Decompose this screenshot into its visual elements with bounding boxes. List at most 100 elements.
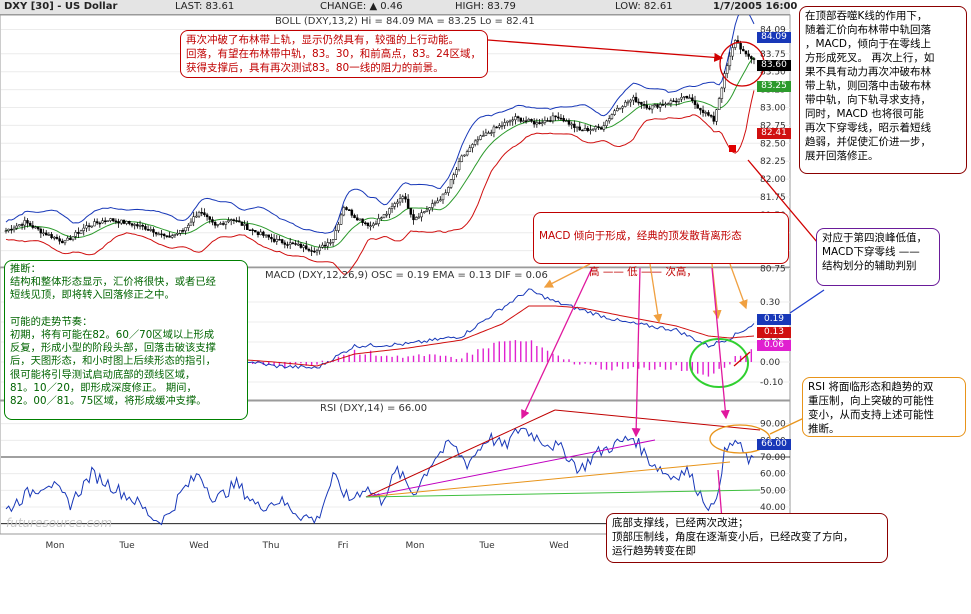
candle-body [347, 209, 351, 211]
candle-body [414, 217, 418, 221]
candle-body [412, 214, 415, 221]
candle-body [189, 221, 193, 226]
candle-body [213, 222, 217, 226]
candle-body [393, 203, 396, 207]
candle-body [747, 53, 750, 57]
rsi-tick-label: 40.00 [760, 503, 786, 513]
candle-body [369, 225, 372, 227]
arrow-now [729, 263, 748, 310]
candle-body [524, 120, 528, 122]
candle-body [12, 227, 16, 231]
candle-body [664, 103, 667, 106]
candle-body [7, 228, 10, 231]
candle-body [120, 219, 123, 224]
tag-macd-ema: 0.13 [757, 327, 791, 338]
candle-body [613, 110, 616, 115]
bollinger-bands [5, 8, 755, 275]
candle-body [717, 98, 721, 110]
candle-body [656, 104, 659, 108]
candle-body [69, 237, 72, 241]
arrow-rsi-2 [631, 267, 641, 438]
candle-body [551, 115, 555, 122]
candle-body [495, 126, 498, 129]
candle-body [481, 135, 485, 137]
candle-body [74, 232, 77, 237]
candle-body [55, 236, 59, 239]
candle-body [205, 214, 209, 218]
candle-body [398, 198, 402, 203]
candle-body [329, 242, 332, 244]
candle-body [305, 245, 308, 250]
candle-body [114, 220, 118, 223]
candle-body [535, 122, 539, 125]
candle-body [709, 115, 713, 117]
candle-body [634, 96, 638, 103]
candle-body [508, 120, 512, 123]
candle-body [313, 250, 316, 253]
candle-body [219, 223, 222, 225]
candle-body [28, 222, 32, 226]
rsi-bottom-line-3 [365, 489, 761, 498]
candle-body [200, 212, 203, 214]
candle-body [154, 232, 158, 235]
candle-body [540, 122, 544, 125]
candle-body [693, 100, 697, 105]
tag-hi: 84.09 [757, 32, 791, 43]
candle-body [216, 224, 220, 226]
macd-tick-label: 0.00 [760, 358, 780, 368]
candle-body [436, 200, 439, 204]
tag-lo: 82.41 [757, 128, 791, 139]
candle-body [742, 49, 745, 52]
note-left: 推断： 结构和整体形态显示，汇价将很快，或者已经 短线见顶，即将转入回落修正之中… [4, 260, 248, 420]
candle-body [594, 126, 598, 130]
candle-body [326, 242, 329, 247]
candle-body [632, 96, 635, 101]
x-axis-label: Thu [262, 541, 280, 551]
note-bottom: 底部支撑线，已经两次改进； 顶部压制线，角度在逐渐变小后，已经改变了方向， 运行… [606, 513, 888, 563]
candle-body [701, 109, 705, 113]
candle-body [353, 215, 356, 219]
candle-body [621, 106, 624, 109]
boll-middle-band [5, 56, 755, 249]
boll-lower-band [5, 90, 755, 275]
candle-body [187, 224, 190, 228]
datetime: 1/7/2005 16:00 [713, 1, 798, 12]
candle-body [725, 65, 729, 74]
candle-body [15, 225, 18, 229]
candle-body [653, 104, 657, 107]
candle-body [476, 139, 480, 142]
candle-body [302, 245, 305, 248]
quote-header: DXY [30] - US Dollar LAST: 83.61 CHANGE:… [0, 0, 797, 15]
candle-body [4, 230, 8, 232]
candle-body [93, 221, 96, 227]
candle-body [473, 140, 477, 145]
candle-body [610, 114, 614, 119]
candle-body [565, 120, 568, 123]
candle-body [479, 135, 482, 140]
candle-body [707, 112, 710, 116]
note-macd-line1: MACD 倾向于形成，经典的顶发散背离形态 [539, 230, 742, 242]
candle-body [229, 219, 233, 221]
candle-body [321, 244, 324, 248]
candle-body [337, 224, 340, 231]
rsi-tick-label: 60.00 [760, 470, 786, 480]
candle-body [296, 243, 300, 246]
candle-body [640, 101, 643, 105]
candle-body [342, 207, 346, 216]
candle-body [471, 144, 474, 149]
x-axis-label: Mon [406, 541, 425, 551]
candle-body [626, 101, 630, 104]
candle-body [492, 126, 496, 133]
candle-body [39, 228, 43, 234]
candle-body [339, 214, 343, 225]
candle-body [457, 161, 461, 170]
candle-body [291, 242, 295, 245]
x-axis-label: Fri [338, 541, 349, 551]
macd-tick-label: 0.30 [760, 298, 780, 308]
candle-body [557, 116, 560, 119]
candle-body [699, 108, 702, 111]
candle-body [511, 119, 514, 122]
tag-macd-dif: 0.06 [757, 340, 791, 351]
candle-body [109, 218, 112, 221]
note-macd: MACD 倾向于形成，经典的顶发散背离形态 高 —— 低 —— 次高， [533, 212, 789, 278]
